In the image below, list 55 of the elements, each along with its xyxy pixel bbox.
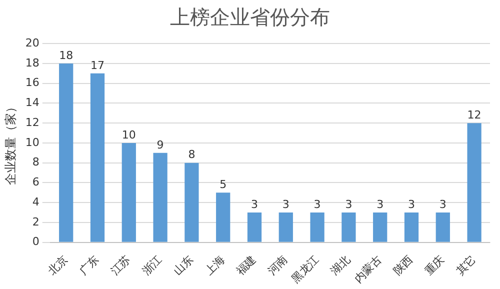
x-tick-label: 河南 (265, 252, 290, 278)
bar (467, 123, 482, 242)
x-tick-label: 湖北 (328, 252, 353, 278)
y-tick-label: 12 (25, 116, 40, 129)
x-tick-label: 重庆 (422, 252, 448, 278)
y-tick-label: 8 (32, 156, 40, 169)
x-tick-label: 广东 (76, 252, 102, 278)
y-tick-label: 16 (25, 76, 40, 90)
bar (278, 212, 293, 242)
x-tick-label: 福建 (234, 252, 259, 278)
x-tick-label: 浙江 (140, 252, 164, 278)
x-tick-label: 江苏 (108, 252, 134, 278)
bar (310, 212, 324, 242)
bar (373, 212, 388, 242)
data-label: 18 (59, 48, 74, 62)
y-tick-label: 0 (32, 235, 40, 248)
data-label: 5 (220, 178, 227, 192)
y-tick-label: 18 (25, 56, 40, 70)
y-tick-label: 6 (32, 176, 40, 189)
x-tick-label: 陕西 (390, 252, 416, 278)
bar (122, 142, 136, 242)
y-tick-label: 20 (25, 36, 40, 50)
y-tick-label: 10 (25, 136, 40, 149)
y-tick-label: 2 (32, 215, 40, 228)
x-tick-label: 内蒙古 (352, 252, 384, 286)
data-label: 3 (251, 198, 258, 211)
x-tick-label: 上海 (202, 252, 228, 278)
y-tick-label: 14 (25, 96, 40, 110)
y-axis-title: 企业数量（家） (3, 100, 18, 185)
data-label: 3 (439, 198, 446, 211)
x-tick-label: 黑龙江 (288, 252, 322, 286)
bar (90, 73, 105, 242)
data-label: 3 (376, 198, 384, 211)
x-tick-label: 其它 (454, 252, 478, 278)
bar (342, 212, 356, 242)
bar (59, 63, 74, 242)
y-tick-label: 4 (32, 195, 40, 208)
data-label: 3 (408, 198, 415, 211)
bar (247, 212, 262, 242)
data-label: 8 (188, 148, 196, 162)
data-label: 10 (122, 128, 136, 142)
bar (404, 212, 419, 242)
data-label: 3 (314, 198, 321, 211)
bar (436, 212, 450, 242)
bar (184, 162, 199, 242)
chart-title: 上榜企业省份分布 (169, 4, 331, 31)
data-label: 12 (467, 108, 482, 122)
x-tick-label: 北京 (45, 252, 70, 278)
data-label: 17 (90, 58, 104, 72)
bar (153, 152, 168, 242)
x-tick-label: 山东 (171, 252, 196, 278)
data-label: 3 (282, 198, 290, 211)
data-label: 9 (156, 138, 164, 152)
data-label: 3 (345, 198, 352, 211)
bar (216, 192, 230, 242)
